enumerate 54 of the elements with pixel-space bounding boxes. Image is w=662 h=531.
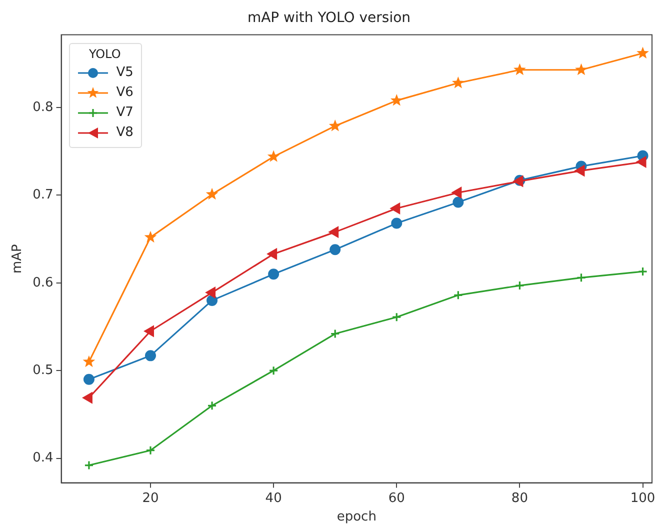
x-tick-label: 60 <box>388 490 405 506</box>
x-tick-label: 100 <box>630 490 656 506</box>
point <box>330 328 340 339</box>
y-axis-title: mAP <box>10 244 26 274</box>
point <box>82 355 96 368</box>
point <box>638 266 648 276</box>
point <box>453 290 463 300</box>
point <box>391 218 402 229</box>
legend-label: V6 <box>116 85 134 100</box>
point <box>575 63 588 76</box>
x-axis-title: epoch <box>336 510 376 525</box>
point <box>144 325 154 337</box>
point <box>514 280 524 290</box>
point <box>328 226 339 238</box>
chart-title: mAP with YOLO version <box>247 10 411 26</box>
point <box>390 94 403 106</box>
point <box>145 350 156 362</box>
point <box>328 119 342 132</box>
y-tick-label: 0.6 <box>32 275 54 290</box>
point <box>84 460 94 470</box>
point <box>514 63 526 76</box>
point <box>576 272 586 282</box>
point <box>144 230 157 243</box>
point <box>636 46 649 58</box>
point <box>268 366 278 376</box>
point <box>574 164 585 176</box>
point <box>146 446 156 456</box>
point <box>452 76 464 88</box>
point <box>452 196 464 208</box>
point <box>207 400 217 410</box>
y-tick-label: 0.8 <box>32 100 54 115</box>
legend-label: V7 <box>116 105 134 120</box>
point <box>206 294 218 306</box>
point <box>268 268 280 280</box>
point <box>267 150 280 162</box>
point <box>206 188 218 200</box>
point <box>636 156 646 168</box>
legend-label: V5 <box>116 65 134 80</box>
legend-title: YOLO <box>88 46 122 61</box>
point <box>330 244 341 256</box>
y-tick-label: 0.4 <box>32 450 54 466</box>
y-tick-label: 0.7 <box>32 188 54 203</box>
point <box>390 202 400 214</box>
point <box>83 374 94 385</box>
x-tick-label: 40 <box>265 490 282 506</box>
point <box>267 248 278 260</box>
point <box>206 286 216 298</box>
x-tick-label: 20 <box>142 490 159 506</box>
point <box>392 312 402 322</box>
legend-label: V8 <box>116 125 134 140</box>
point <box>452 186 462 198</box>
point <box>82 392 92 404</box>
y-tick-label: 0.5 <box>32 362 54 378</box>
x-tick-label: 80 <box>511 490 528 506</box>
